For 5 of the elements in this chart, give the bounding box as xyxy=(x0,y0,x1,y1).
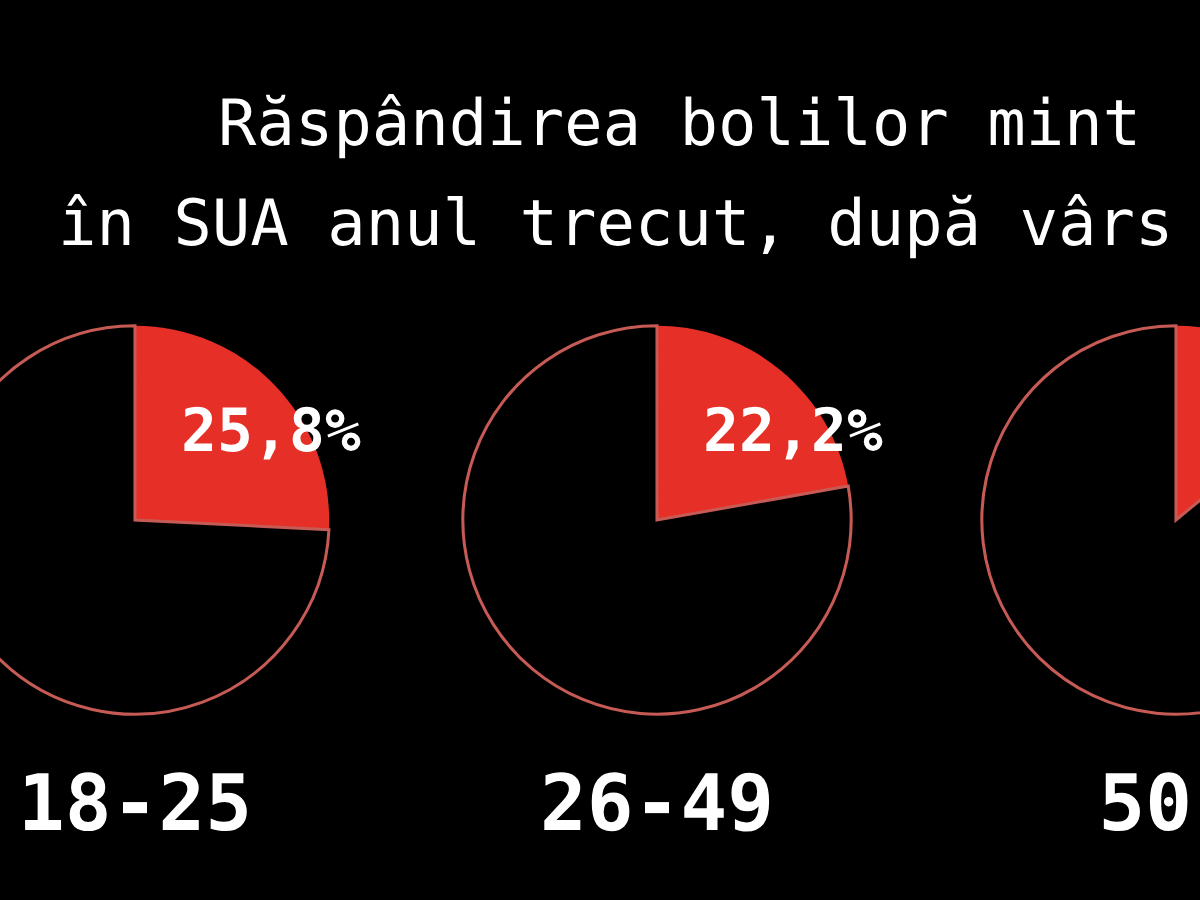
text: în SUA anul trecut, după vârs xyxy=(63,193,1168,259)
text: 18-25 xyxy=(25,772,247,832)
text: 50 xyxy=(1103,772,1188,832)
text: Răspândirea bolilor mint xyxy=(222,93,1135,159)
text: 26-49 xyxy=(544,772,770,832)
